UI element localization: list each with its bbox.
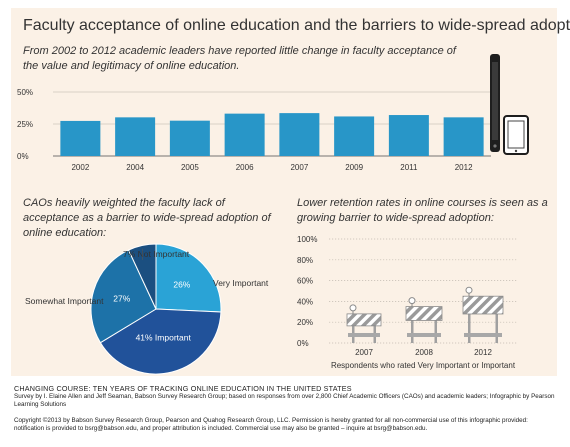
bar-2009 bbox=[334, 116, 375, 156]
x-tick-label: 2012 bbox=[455, 163, 473, 172]
pie-value-label: 26% bbox=[173, 279, 190, 289]
device-icons bbox=[490, 54, 529, 155]
barrier-leg bbox=[495, 306, 498, 343]
x-tick-label: 2006 bbox=[236, 163, 254, 172]
infographic-panel: Faculty acceptance of online education a… bbox=[11, 8, 570, 376]
x-tick-label: 2007 bbox=[290, 163, 308, 172]
footer: CHANGING COURSE: TEN YEARS OF TRACKING O… bbox=[14, 384, 559, 433]
pie-caption: CAOs heavily weighted the faculty lack o… bbox=[23, 197, 271, 239]
barrier-2008 bbox=[405, 297, 443, 343]
barrier-lamp bbox=[349, 304, 357, 312]
y-tick-label: 40% bbox=[297, 297, 313, 306]
pie-slice-not-important bbox=[127, 243, 157, 310]
y-tick-label: 60% bbox=[297, 277, 313, 286]
y-tick-label: 20% bbox=[297, 318, 313, 327]
bar-2007 bbox=[279, 113, 320, 156]
bar-2004 bbox=[115, 117, 156, 156]
barrier-2007 bbox=[346, 304, 382, 343]
barrier-lamp bbox=[465, 286, 473, 294]
x-tick-label: 2011 bbox=[400, 163, 418, 172]
barrier-leg bbox=[434, 316, 437, 343]
barrier-foot bbox=[407, 333, 441, 337]
acceptance-subtitle: From 2002 to 2012 academic leaders have … bbox=[23, 45, 456, 72]
barrier-leg bbox=[411, 316, 414, 343]
acceptance-bar-chart: 50% 25% 0% 2002 2004 2005 2006 2007 2009 2011 2012 bbox=[17, 88, 491, 172]
bar-2012 bbox=[443, 117, 484, 156]
pie-slice-important bbox=[99, 308, 222, 375]
barrier-foot bbox=[348, 333, 380, 337]
pie-slice-somewhat-important bbox=[90, 249, 157, 344]
x-tick-label: 2005 bbox=[181, 163, 199, 172]
barrier-board bbox=[405, 306, 443, 321]
y-tick-label: 0% bbox=[17, 152, 29, 161]
pie-outside-label: Very Important bbox=[213, 278, 269, 288]
pie-slice-very-important bbox=[155, 243, 222, 313]
bar-2006 bbox=[224, 113, 265, 156]
barrier-caption: Lower retention rates in online courses … bbox=[297, 197, 548, 224]
barrier-foot bbox=[464, 333, 502, 337]
tablet-icon bbox=[503, 115, 529, 155]
x-tick-label: 2002 bbox=[71, 163, 89, 172]
bar-2002 bbox=[60, 120, 101, 156]
barrier-leg bbox=[468, 306, 471, 343]
y-tick-label: 100% bbox=[297, 235, 317, 244]
x-axis-label: Respondents who rated Very Important or … bbox=[331, 361, 516, 370]
pie-value-label: 27% bbox=[113, 294, 130, 304]
x-tick-label: 2007 bbox=[355, 348, 373, 357]
infographic-title: Faculty acceptance of online education a… bbox=[23, 17, 570, 34]
pie-outside-label: Somewhat Important bbox=[25, 296, 104, 306]
y-tick-label: 80% bbox=[297, 256, 313, 265]
barrier-board bbox=[346, 313, 382, 327]
y-tick-label: 50% bbox=[17, 88, 33, 97]
footer-copyright: Copyright ©2013 by Babson Survey Researc… bbox=[14, 417, 528, 432]
footer-title: CHANGING COURSE: TEN YEARS OF TRACKING O… bbox=[14, 384, 352, 393]
barrier-lamp bbox=[408, 297, 416, 305]
pie-value-label: 41% Important bbox=[136, 332, 192, 342]
bar-2011 bbox=[388, 115, 429, 156]
y-tick-label: 25% bbox=[17, 120, 33, 129]
barrier-board bbox=[462, 295, 504, 315]
y-tick-label: 0% bbox=[297, 339, 309, 348]
barrier-2012 bbox=[462, 286, 504, 343]
bar-2005 bbox=[169, 120, 210, 156]
phone-icon bbox=[490, 54, 500, 152]
pie-outside-label: 7% Not Important bbox=[123, 249, 190, 259]
x-tick-label: 2004 bbox=[126, 163, 144, 172]
x-tick-label: 2012 bbox=[474, 348, 492, 357]
importance-pie-chart: 26% 41% Important 27% Very Important Somewha… bbox=[25, 243, 269, 375]
retention-barrier-chart: 100% 80% 60% 40% 20% 0% 2007 2008 2012 Respondent… bbox=[297, 235, 517, 370]
x-tick-label: 2009 bbox=[345, 163, 363, 172]
footer-survey: Survey by I. Elaine Allen and Jeff Seama… bbox=[14, 393, 555, 408]
x-tick-label: 2008 bbox=[415, 348, 433, 357]
